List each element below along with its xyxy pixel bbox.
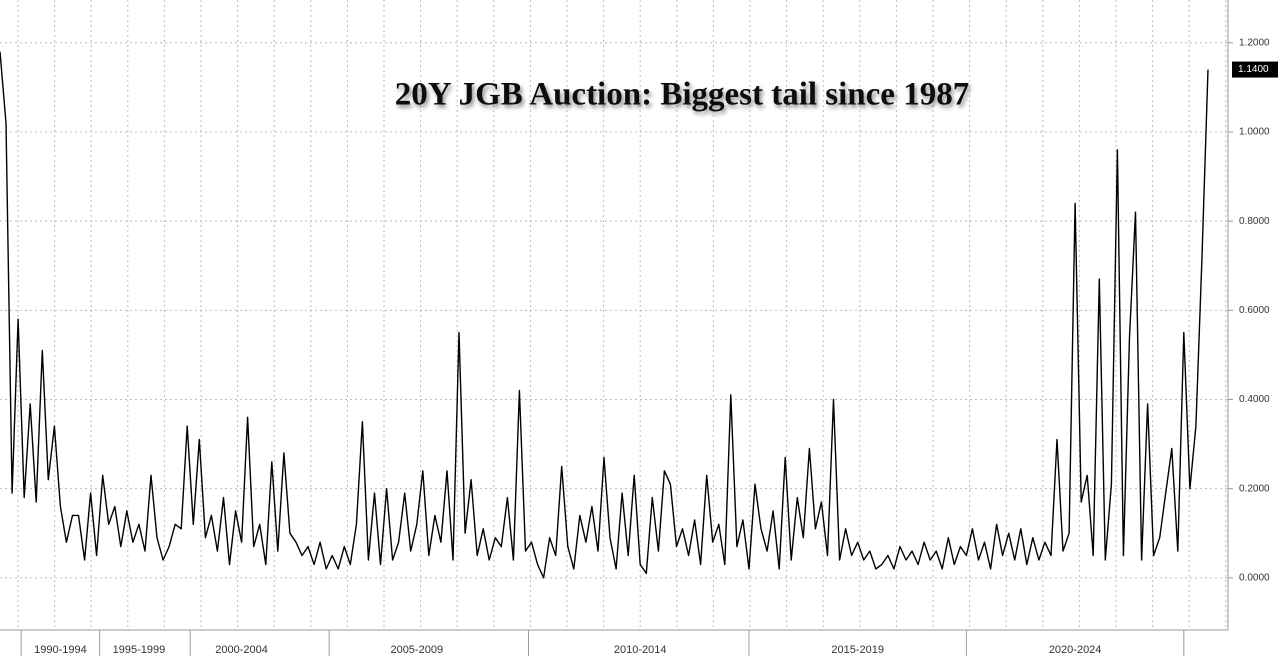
y-tick-label: 0.6000 [1239, 305, 1270, 316]
x-tick-label: 1990-1994 [34, 644, 87, 656]
last-value-box [1232, 61, 1278, 78]
y-tick-label: 0.2000 [1239, 483, 1270, 494]
x-tick-label: 2015-2019 [831, 644, 884, 656]
y-tick-label: 0.0000 [1239, 572, 1270, 583]
x-tick-label: 2005-2009 [390, 644, 443, 656]
x-tick-label: 2020-2024 [1049, 644, 1102, 656]
y-tick-label: 0.8000 [1239, 216, 1270, 227]
last-value-label: 1.1400 [1238, 64, 1269, 75]
series-line [0, 51, 1209, 579]
x-tick-label: 2000-2004 [215, 644, 268, 656]
x-tick-label: 2010-2014 [614, 644, 667, 656]
grid [0, 0, 1228, 630]
y-tick-label: 1.0000 [1239, 127, 1270, 138]
y-tick-label: 1.2000 [1239, 37, 1270, 48]
chart-title: 20Y JGB Auction: Biggest tail since 1987 [395, 77, 969, 113]
y-tick-label: 0.4000 [1239, 394, 1270, 405]
x-tick-label: 1995-1999 [113, 644, 166, 656]
